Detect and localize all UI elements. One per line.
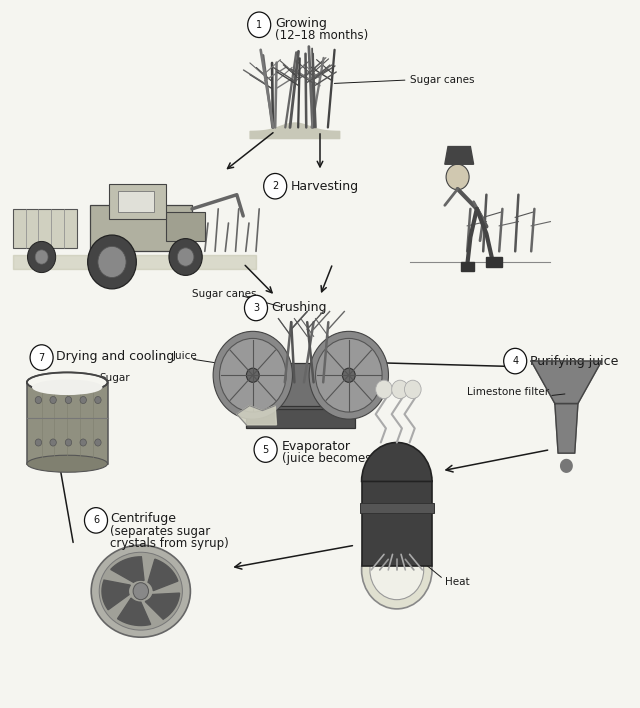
Circle shape	[244, 295, 268, 321]
Circle shape	[342, 368, 355, 382]
FancyBboxPatch shape	[237, 393, 365, 411]
Circle shape	[35, 250, 48, 264]
Text: 7: 7	[38, 353, 45, 362]
Polygon shape	[461, 262, 474, 271]
Circle shape	[169, 239, 202, 275]
Circle shape	[370, 540, 424, 600]
Circle shape	[404, 380, 421, 399]
Polygon shape	[148, 559, 178, 590]
Circle shape	[35, 439, 42, 446]
Circle shape	[28, 241, 56, 273]
Circle shape	[264, 173, 287, 199]
FancyBboxPatch shape	[90, 205, 192, 251]
FancyBboxPatch shape	[27, 382, 108, 464]
Text: Purifying juice: Purifying juice	[530, 355, 618, 367]
Circle shape	[84, 508, 108, 533]
Polygon shape	[561, 459, 572, 472]
Polygon shape	[531, 361, 602, 404]
Circle shape	[220, 338, 286, 412]
Text: 4: 4	[512, 356, 518, 366]
FancyBboxPatch shape	[109, 184, 166, 219]
Wedge shape	[362, 442, 432, 481]
Polygon shape	[486, 257, 502, 267]
Ellipse shape	[27, 455, 108, 472]
Circle shape	[50, 439, 56, 446]
Text: Heat: Heat	[445, 577, 469, 587]
Circle shape	[98, 246, 126, 278]
Circle shape	[309, 331, 388, 419]
Text: 2: 2	[272, 181, 278, 191]
Circle shape	[362, 531, 432, 609]
Circle shape	[504, 348, 527, 374]
Text: 1: 1	[256, 20, 262, 30]
Circle shape	[80, 439, 86, 446]
Text: Limestone filter: Limestone filter	[467, 387, 549, 396]
Text: (separates sugar: (separates sugar	[110, 525, 211, 538]
Circle shape	[392, 380, 408, 399]
Circle shape	[254, 437, 277, 462]
Ellipse shape	[32, 379, 102, 395]
Text: Growing: Growing	[275, 17, 327, 30]
Circle shape	[133, 583, 148, 600]
Text: (juice becomes syrup): (juice becomes syrup)	[282, 452, 412, 465]
Polygon shape	[118, 598, 150, 626]
Circle shape	[80, 396, 86, 404]
Text: Sugar: Sugar	[99, 373, 130, 383]
Text: (12–18 months): (12–18 months)	[275, 29, 369, 42]
Circle shape	[95, 439, 101, 446]
Text: Sugar canes: Sugar canes	[410, 75, 474, 85]
FancyBboxPatch shape	[276, 363, 325, 406]
FancyBboxPatch shape	[118, 191, 154, 212]
FancyBboxPatch shape	[360, 503, 434, 513]
Text: 6: 6	[93, 515, 99, 525]
Ellipse shape	[27, 372, 108, 392]
Circle shape	[246, 368, 259, 382]
Text: Crushing: Crushing	[271, 302, 327, 314]
Polygon shape	[445, 147, 474, 164]
Circle shape	[213, 331, 292, 419]
Circle shape	[65, 439, 72, 446]
Circle shape	[177, 248, 194, 266]
Polygon shape	[237, 406, 276, 425]
Circle shape	[376, 380, 392, 399]
Text: Harvesting: Harvesting	[291, 180, 359, 193]
Circle shape	[50, 396, 56, 404]
Circle shape	[30, 345, 53, 370]
Text: Evaporator: Evaporator	[282, 440, 351, 452]
Circle shape	[446, 164, 469, 190]
Polygon shape	[145, 593, 180, 620]
Circle shape	[316, 338, 382, 412]
FancyBboxPatch shape	[166, 212, 205, 241]
Text: Sugar canes: Sugar canes	[192, 289, 257, 299]
Text: 3: 3	[253, 303, 259, 313]
Polygon shape	[102, 580, 131, 610]
Circle shape	[35, 396, 42, 404]
Polygon shape	[111, 556, 144, 582]
Polygon shape	[555, 404, 578, 453]
Text: Juice: Juice	[173, 351, 198, 361]
Circle shape	[248, 12, 271, 38]
FancyBboxPatch shape	[13, 209, 77, 248]
Ellipse shape	[92, 545, 191, 637]
Text: 5: 5	[262, 445, 269, 455]
Text: crystals from syrup): crystals from syrup)	[110, 537, 229, 549]
Text: Centrifuge: Centrifuge	[110, 513, 176, 525]
Text: Drying and cooling: Drying and cooling	[56, 350, 175, 362]
Circle shape	[65, 396, 72, 404]
Circle shape	[88, 235, 136, 289]
Circle shape	[95, 396, 101, 404]
Ellipse shape	[99, 552, 182, 630]
FancyBboxPatch shape	[362, 481, 432, 566]
FancyBboxPatch shape	[246, 409, 355, 428]
